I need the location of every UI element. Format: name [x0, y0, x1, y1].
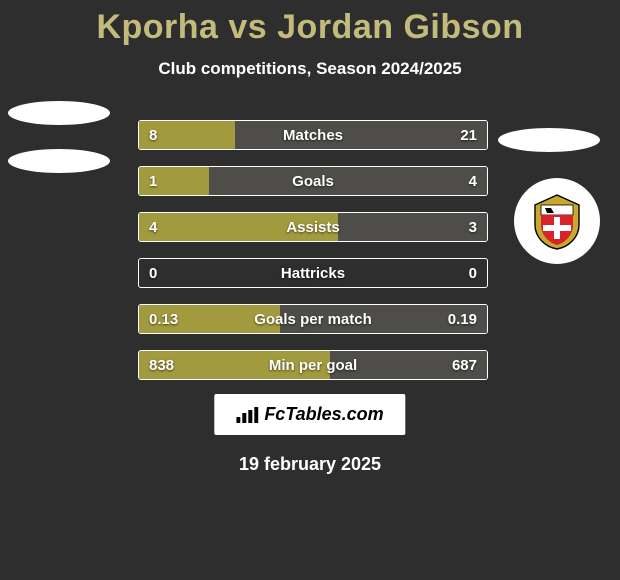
stat-bar-right: [209, 167, 487, 195]
stat-row: Matches821: [138, 120, 488, 150]
stat-value-right: 0: [469, 259, 477, 287]
left-team-placeholder: [16, 94, 102, 180]
stat-row: Goals14: [138, 166, 488, 196]
footer-date: 19 february 2025: [0, 454, 620, 475]
stats-table: Matches821Goals14Assists43Hattricks00Goa…: [138, 120, 488, 380]
stat-value-right: 4: [469, 167, 477, 195]
stat-value-left: 1: [149, 167, 157, 195]
stat-row: Min per goal838687: [138, 350, 488, 380]
stat-bar-right: [338, 213, 487, 241]
stat-value-left: 838: [149, 351, 174, 379]
stat-value-right: 21: [460, 121, 477, 149]
stat-value-left: 4: [149, 213, 157, 241]
stat-value-right: 687: [452, 351, 477, 379]
stat-label: Hattricks: [139, 259, 487, 287]
stat-bar-right: [235, 121, 487, 149]
right-team-badge: [514, 178, 600, 264]
brand-badge[interactable]: FcTables.com: [214, 394, 405, 435]
stat-row: Hattricks0 0: [138, 258, 488, 288]
page-subtitle: Club competitions, Season 2024/2025: [0, 59, 620, 79]
left-ellipse-1: [8, 101, 110, 125]
bar-chart-icon: [236, 407, 258, 423]
stat-value-right: 0.19: [448, 305, 477, 333]
stat-row: Goals per match0.130.19: [138, 304, 488, 334]
page-title: Kporha vs Jordan Gibson: [0, 8, 620, 47]
stat-value-right: 3: [469, 213, 477, 241]
brand-text: FcTables.com: [264, 404, 383, 425]
stat-bar-left: [139, 213, 338, 241]
stat-value-left: 0: [149, 259, 157, 287]
right-ellipse-placeholder: [498, 128, 600, 152]
stat-row: Assists43: [138, 212, 488, 242]
stat-value-left: 8: [149, 121, 157, 149]
stat-value-left: 0.13: [149, 305, 178, 333]
doncaster-rovers-crest-icon: [527, 191, 587, 251]
left-ellipse-2: [8, 149, 110, 173]
